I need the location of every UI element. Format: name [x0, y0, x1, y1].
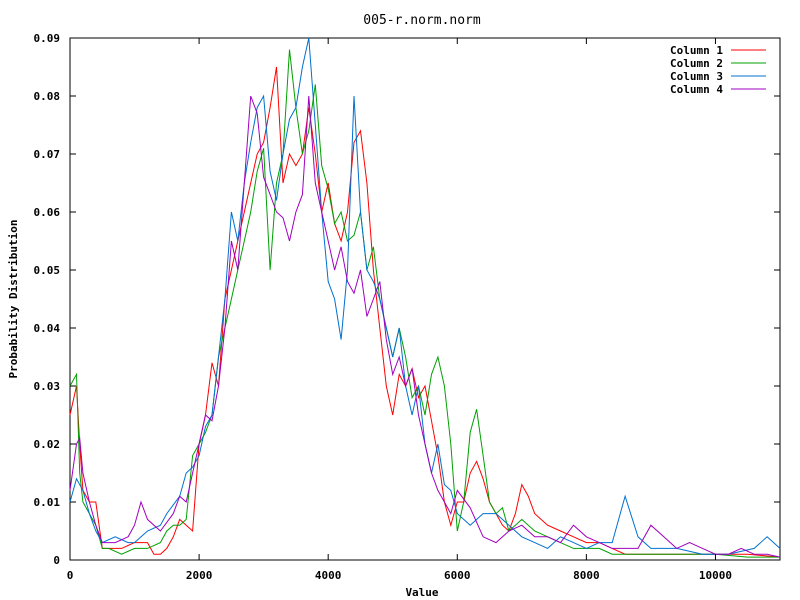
legend-label-3: Column 3: [670, 70, 723, 83]
y-tick-label: 0.04: [34, 322, 61, 335]
y-tick-label: 0.09: [34, 32, 61, 45]
plot-area: [69, 37, 781, 561]
y-axis-label: Probability Distribution: [7, 220, 20, 379]
y-tick-label: 0: [53, 554, 60, 567]
series-layer: [69, 37, 781, 558]
chart-title: 005-r.norm.norm: [363, 13, 481, 28]
series-line-1: [69, 66, 781, 558]
y-tick-label: 0.02: [34, 438, 61, 451]
series-line-4: [69, 95, 781, 558]
y-tick-label: 0.08: [34, 90, 61, 103]
y-tick-label: 0.07: [34, 148, 61, 161]
legend-label-2: Column 2: [670, 57, 723, 70]
x-tick-label: 2000: [186, 569, 213, 582]
series-line-3: [69, 37, 781, 555]
x-tick-label: 10000: [699, 569, 732, 582]
x-tick-label: 4000: [315, 569, 342, 582]
x-tick-label: 6000: [444, 569, 471, 582]
y-tick-label: 0.03: [34, 380, 61, 393]
y-tick-label: 0.01: [34, 496, 61, 509]
y-tick-label: 0.05: [34, 264, 61, 277]
legend-label-4: Column 4: [670, 83, 723, 96]
x-tick-label: 0: [67, 569, 74, 582]
plot-frame: [69, 37, 781, 561]
series-line-2: [69, 49, 780, 558]
x-tick-label: 8000: [573, 569, 600, 582]
tick-layer: 0 2000 4000 6000 8000 10000 0 0.01 0.02 0.03 0.04 0…: [34, 32, 780, 582]
y-tick-label: 0.06: [34, 206, 61, 219]
x-axis-label: Value: [405, 586, 438, 599]
legend-label-1: Column 1: [670, 44, 723, 57]
